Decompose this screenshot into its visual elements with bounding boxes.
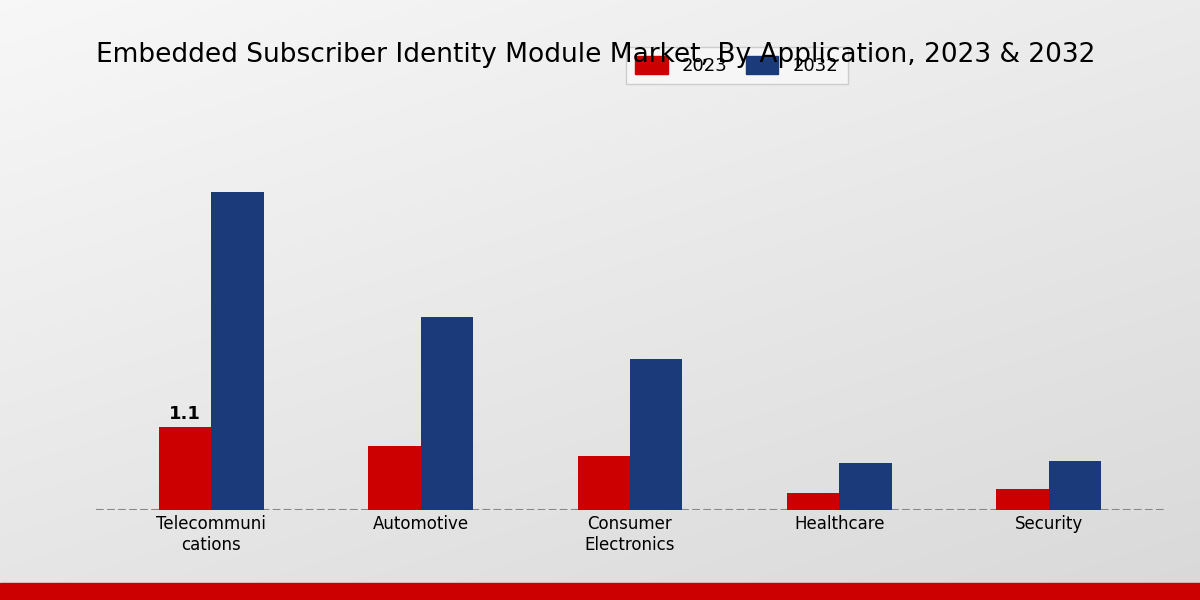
Bar bbox=[996, 489, 1049, 510]
Bar bbox=[1049, 461, 1102, 510]
Bar bbox=[420, 317, 473, 510]
Text: 1.1: 1.1 bbox=[169, 405, 200, 423]
Text: Embedded Subscriber Identity Module Market, By Application, 2023 & 2032: Embedded Subscriber Identity Module Mark… bbox=[96, 42, 1096, 68]
Legend: 2023, 2032: 2023, 2032 bbox=[626, 47, 847, 84]
Bar bbox=[840, 463, 892, 510]
Y-axis label: Market Size in USD Billion: Market Size in USD Billion bbox=[0, 214, 10, 428]
Bar bbox=[630, 359, 683, 510]
Bar bbox=[787, 493, 840, 510]
Bar bbox=[577, 455, 630, 510]
Bar bbox=[158, 427, 211, 510]
Bar bbox=[0, 583, 1200, 600]
Bar bbox=[368, 446, 420, 510]
Bar bbox=[211, 193, 264, 510]
